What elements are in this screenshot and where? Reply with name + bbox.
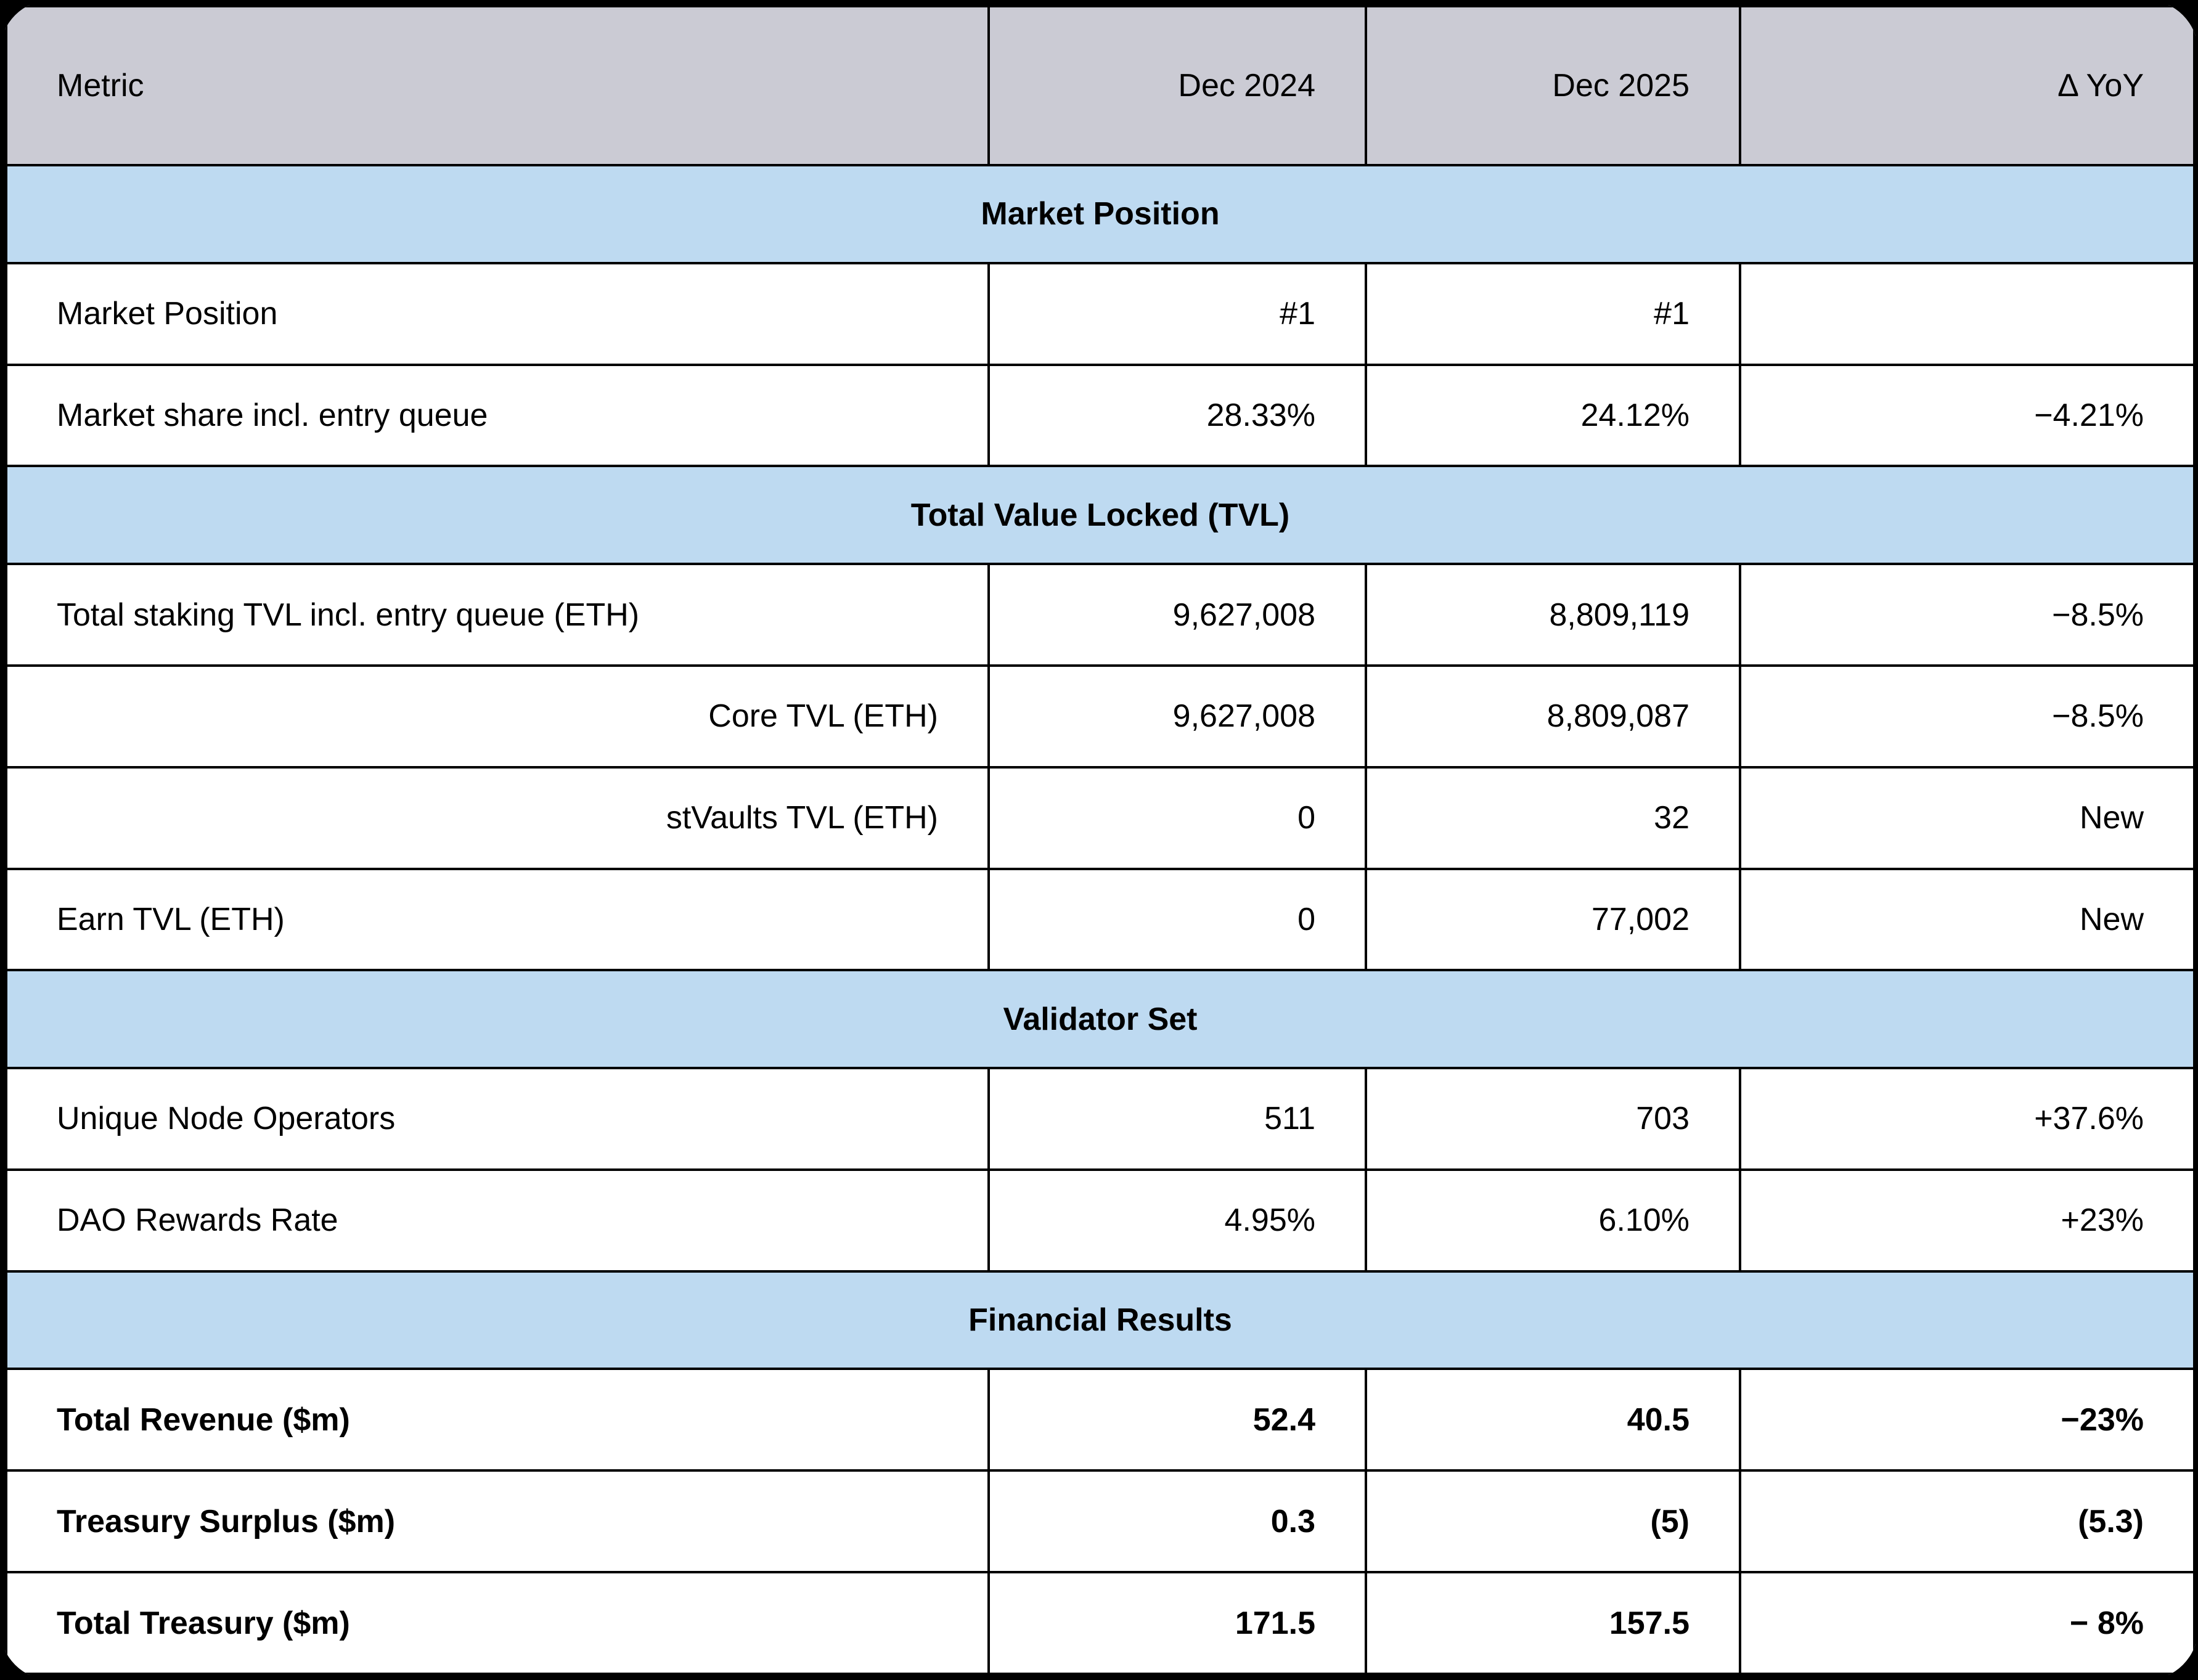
section-title: Validator Set	[5, 969, 2196, 1070]
yoy-cell: +23%	[1739, 1168, 2196, 1273]
table-row: Market Position #1 #1	[5, 261, 2196, 366]
yoy-cell: − 8%	[1739, 1571, 2196, 1675]
table-row: Market share incl. entry queue 28.33% 24…	[5, 363, 2196, 468]
table-row: Core TVL (ETH) 9,627,008 8,809,087 −8.5%	[5, 664, 2196, 769]
dec2025-cell: 8,809,087	[1365, 664, 1741, 769]
yoy-cell: −23%	[1739, 1368, 2196, 1472]
dec2024-cell: 511	[987, 1067, 1367, 1171]
table-row: DAO Rewards Rate 4.95% 6.10% +23%	[5, 1168, 2196, 1273]
dec2025-cell: 24.12%	[1365, 363, 1741, 468]
section-title: Market Position	[5, 164, 2196, 264]
dec2024-cell: 171.5	[987, 1571, 1367, 1675]
dec2025-cell: 703	[1365, 1067, 1741, 1171]
table-row: Earn TVL (ETH) 0 77,002 New	[5, 867, 2196, 972]
metric-cell: stVaults TVL (ETH)	[5, 765, 990, 870]
dec2024-cell: 9,627,008	[987, 563, 1367, 667]
yoy-cell: −8.5%	[1739, 664, 2196, 769]
dec2025-cell: 157.5	[1365, 1571, 1741, 1675]
dec2024-cell: 9,627,008	[987, 664, 1367, 769]
yoy-cell: −4.21%	[1739, 363, 2196, 468]
metric-cell: Treasury Surplus ($m)	[5, 1469, 990, 1574]
dec2024-cell: 28.33%	[987, 363, 1367, 468]
header-row: Metric Dec 2024 Dec 2025 Δ YoY	[5, 5, 2196, 166]
section-row-financial-results: Financial Results	[5, 1270, 2196, 1371]
metric-cell: Total staking TVL incl. entry queue (ETH…	[5, 563, 990, 667]
yoy-cell: +37.6%	[1739, 1067, 2196, 1171]
metric-cell: Total Treasury ($m)	[5, 1571, 990, 1675]
section-title: Total Value Locked (TVL)	[5, 465, 2196, 566]
metric-cell: Total Revenue ($m)	[5, 1368, 990, 1472]
metric-cell: Unique Node Operators	[5, 1067, 990, 1171]
dec2025-cell: 77,002	[1365, 867, 1741, 972]
yoy-cell: −8.5%	[1739, 563, 2196, 667]
metric-cell: Earn TVL (ETH)	[5, 867, 990, 972]
metric-cell: DAO Rewards Rate	[5, 1168, 990, 1273]
dec2025-cell: (5)	[1365, 1469, 1741, 1574]
table-header: Metric Dec 2024 Dec 2025 Δ YoY	[5, 5, 2196, 166]
dec2024-cell: 0	[987, 867, 1367, 972]
yoy-cell	[1739, 261, 2196, 366]
dec2025-cell: 32	[1365, 765, 1741, 870]
column-header-metric: Metric	[5, 5, 990, 166]
section-row-total-value-locked: Total Value Locked (TVL)	[5, 465, 2196, 566]
metrics-table: Metric Dec 2024 Dec 2025 Δ YoY Market Po…	[5, 5, 2196, 1675]
yoy-cell: New	[1739, 765, 2196, 870]
table-row: Treasury Surplus ($m) 0.3 (5) (5.3)	[5, 1469, 2196, 1574]
dec2024-cell: 0	[987, 765, 1367, 870]
dec2025-cell: 8,809,119	[1365, 563, 1741, 667]
yoy-cell: New	[1739, 867, 2196, 972]
dec2024-cell: 52.4	[987, 1368, 1367, 1472]
table-row: Total Treasury ($m) 171.5 157.5 − 8%	[5, 1571, 2196, 1675]
column-header-dec-2025: Dec 2025	[1365, 5, 1741, 166]
metric-cell: Core TVL (ETH)	[5, 664, 990, 769]
yoy-cell: (5.3)	[1739, 1469, 2196, 1574]
section-title: Financial Results	[5, 1270, 2196, 1371]
section-row-validator-set: Validator Set	[5, 969, 2196, 1070]
table-row: Total Revenue ($m) 52.4 40.5 −23%	[5, 1368, 2196, 1472]
column-header-delta-yoy: Δ YoY	[1739, 5, 2196, 166]
table-row: stVaults TVL (ETH) 0 32 New	[5, 765, 2196, 870]
dec2024-cell: 4.95%	[987, 1168, 1367, 1273]
metric-cell: Market share incl. entry queue	[5, 363, 990, 468]
dec2025-cell: 6.10%	[1365, 1168, 1741, 1273]
metric-cell: Market Position	[5, 261, 990, 366]
section-row-market-position: Market Position	[5, 164, 2196, 264]
dec2024-cell: #1	[987, 261, 1367, 366]
column-header-dec-2024: Dec 2024	[987, 5, 1367, 166]
table-body: Market Position Market Position #1 #1 Ma…	[5, 164, 2196, 1675]
dec2024-cell: 0.3	[987, 1469, 1367, 1574]
dec2025-cell: 40.5	[1365, 1368, 1741, 1472]
table-row: Unique Node Operators 511 703 +37.6%	[5, 1067, 2196, 1171]
table-row: Total staking TVL incl. entry queue (ETH…	[5, 563, 2196, 667]
dec2025-cell: #1	[1365, 261, 1741, 366]
